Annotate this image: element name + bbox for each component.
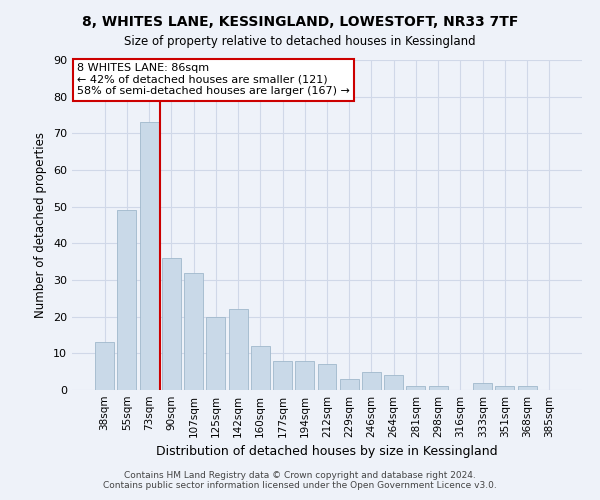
Bar <box>118 210 136 390</box>
Bar <box>384 376 403 390</box>
Bar <box>206 316 225 390</box>
X-axis label: Distribution of detached houses by size in Kessingland: Distribution of detached houses by size … <box>156 446 498 458</box>
Text: Contains HM Land Registry data © Crown copyright and database right 2024.
Contai: Contains HM Land Registry data © Crown c… <box>103 470 497 490</box>
Bar <box>496 386 514 390</box>
Bar <box>251 346 270 390</box>
Bar <box>317 364 337 390</box>
Bar <box>162 258 181 390</box>
Bar <box>140 122 158 390</box>
Text: Size of property relative to detached houses in Kessingland: Size of property relative to detached ho… <box>124 35 476 48</box>
Bar <box>340 379 359 390</box>
Text: 8, WHITES LANE, KESSINGLAND, LOWESTOFT, NR33 7TF: 8, WHITES LANE, KESSINGLAND, LOWESTOFT, … <box>82 15 518 29</box>
Y-axis label: Number of detached properties: Number of detached properties <box>34 132 47 318</box>
Text: 8 WHITES LANE: 86sqm
← 42% of detached houses are smaller (121)
58% of semi-deta: 8 WHITES LANE: 86sqm ← 42% of detached h… <box>77 64 350 96</box>
Bar <box>518 386 536 390</box>
Bar <box>295 360 314 390</box>
Bar <box>229 310 248 390</box>
Bar <box>473 382 492 390</box>
Bar <box>406 386 425 390</box>
Bar <box>95 342 114 390</box>
Bar <box>184 272 203 390</box>
Bar <box>429 386 448 390</box>
Bar <box>273 360 292 390</box>
Bar <box>362 372 381 390</box>
